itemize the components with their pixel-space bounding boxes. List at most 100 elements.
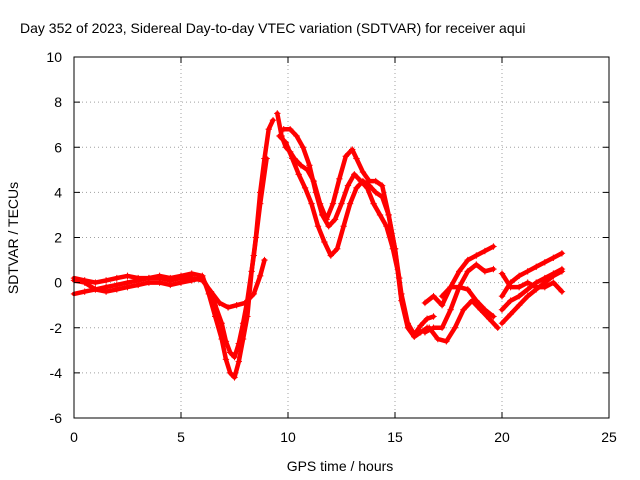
data-point [372,189,379,196]
x-tick-label: 10 [280,429,296,445]
data-point [404,324,412,331]
data-point [261,256,268,264]
data-point [199,277,206,284]
axis-ticks [73,56,610,419]
data-point [389,245,397,252]
data-point [235,340,242,347]
data-point [533,263,540,271]
series-arc-7 [421,243,497,309]
data-point [507,311,514,318]
data-point [233,301,240,309]
data-point [498,306,506,313]
data-point [299,144,307,151]
data-point [256,272,264,280]
data-point [227,349,234,356]
x-tick-label: 15 [387,429,403,445]
data-point [378,182,386,189]
data-point [113,274,120,282]
y-tick-label: 6 [54,139,62,155]
data-point [524,279,531,286]
data-point [308,200,315,207]
data-point [515,292,523,300]
series-arc-10 [438,283,497,320]
data-point [331,216,339,223]
data-point [216,299,223,307]
data-point [102,283,110,291]
data-point [383,223,390,230]
data-point [177,274,185,282]
data-point [411,333,418,340]
data-point [558,268,566,275]
data-point [250,252,257,259]
data-point [351,171,358,178]
data-point [167,277,174,284]
data-point [456,283,463,291]
data-point [227,369,234,377]
data-point [156,274,163,282]
data-point [473,261,480,268]
data-point [92,286,99,293]
data-point [263,155,270,162]
series-arc-6 [280,126,403,282]
data-point [289,155,296,162]
chart-title: Day 352 of 2023, Sidereal Day-to-day VTE… [20,20,526,36]
y-tick-label: 2 [54,230,62,246]
data-point [541,283,548,291]
data-point [443,338,450,345]
data-point [293,132,300,140]
data-point [336,175,343,183]
series-trace [499,251,565,299]
data-point [124,279,131,286]
data-point [507,283,514,291]
data-point [359,168,367,176]
data-point [524,292,531,300]
data-point [507,297,514,304]
data-point [342,153,349,160]
series-arc-13 [498,268,566,327]
data-point [430,313,437,320]
data-point [550,279,557,286]
data-point [319,211,326,219]
data-point [363,184,371,192]
data-point [329,200,337,207]
data-point [135,277,142,284]
x-tick-label: 25 [601,429,617,445]
data-point [81,279,88,286]
data-point [558,288,566,295]
data-point [398,297,405,304]
data-point [297,162,305,169]
series-arc-2 [70,155,270,361]
series-arc-5 [276,132,431,340]
data-point [434,335,441,343]
x-tick-labels: 0 5 10 15 20 25 [70,429,617,445]
data-point [464,286,471,293]
data-point [370,200,377,207]
data-point [353,184,360,192]
data-point [269,116,277,124]
data-point [515,301,523,309]
data-point [218,320,225,327]
data-point [481,247,489,255]
y-tick-labels: -6 -4 -2 0 2 4 6 8 10 [46,49,62,426]
data-point [239,320,247,327]
data-point [481,268,489,275]
data-point [498,320,506,327]
data-point [338,200,345,207]
y-tick-label: 10 [46,49,62,65]
data-point [464,268,471,275]
data-point [212,301,219,309]
data-point [473,252,480,259]
data-point [524,268,531,275]
data-point [490,243,497,250]
data-point [498,292,506,300]
data-point [280,126,287,133]
x-tick-label: 0 [70,429,78,445]
data-point [481,306,489,313]
data-point [372,177,379,185]
data-point [498,270,506,277]
data-point [558,250,566,257]
data-point [314,223,322,230]
data-point [81,288,88,295]
y-tick-label: -6 [50,410,63,426]
data-point [430,292,437,300]
